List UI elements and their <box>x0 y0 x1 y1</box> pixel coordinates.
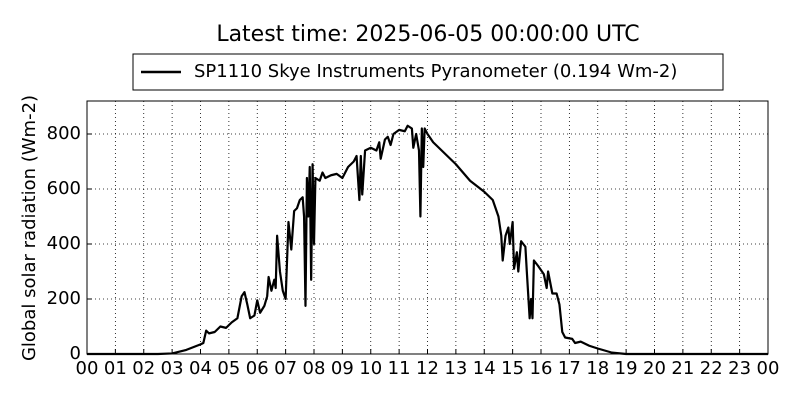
x-tick-label: 02 <box>132 358 155 379</box>
x-tick-label: 10 <box>359 358 382 379</box>
y-tick-label: 200 <box>47 288 81 309</box>
y-axis-label: Global solar radiation (Wm-2) <box>19 95 40 361</box>
x-tick-label: 23 <box>728 358 751 379</box>
x-tick-label: 14 <box>473 358 496 379</box>
x-tick-label: 11 <box>388 358 411 379</box>
x-tick-label: 09 <box>331 358 354 379</box>
x-tick-label: 12 <box>416 358 439 379</box>
x-tick-label: 17 <box>558 358 581 379</box>
y-tick-label: 400 <box>47 233 81 254</box>
x-tick-label: 16 <box>530 358 553 379</box>
x-tick-label: 18 <box>586 358 609 379</box>
y-tick-label: 800 <box>47 123 81 144</box>
x-tick-label: 19 <box>615 358 638 379</box>
legend-label: SP1110 Skye Instruments Pyranometer (0.1… <box>194 61 677 82</box>
x-tick-label: 00 <box>757 358 780 379</box>
x-tick-label: 07 <box>274 358 297 379</box>
x-tick-label: 13 <box>444 358 467 379</box>
x-tick-label: 01 <box>104 358 127 379</box>
x-tick-label: 15 <box>501 358 524 379</box>
x-tick-label: 22 <box>700 358 723 379</box>
y-tick-label: 600 <box>47 178 81 199</box>
x-tick-label: 21 <box>671 358 694 379</box>
plot-frame <box>86 100 769 355</box>
x-tick-label: 00 <box>76 358 99 379</box>
y-tick-label: 0 <box>70 343 81 364</box>
x-tick-label: 08 <box>303 358 326 379</box>
legend-box <box>132 53 724 91</box>
x-tick-label: 05 <box>217 358 240 379</box>
data-line <box>87 124 768 356</box>
x-tick-label: 20 <box>643 358 666 379</box>
chart-title: Latest time: 2025-06-05 00:00:00 UTC <box>216 22 639 47</box>
x-tick-label: 03 <box>161 358 184 379</box>
x-tick-label: 04 <box>189 358 212 379</box>
x-tick-label: 06 <box>246 358 269 379</box>
